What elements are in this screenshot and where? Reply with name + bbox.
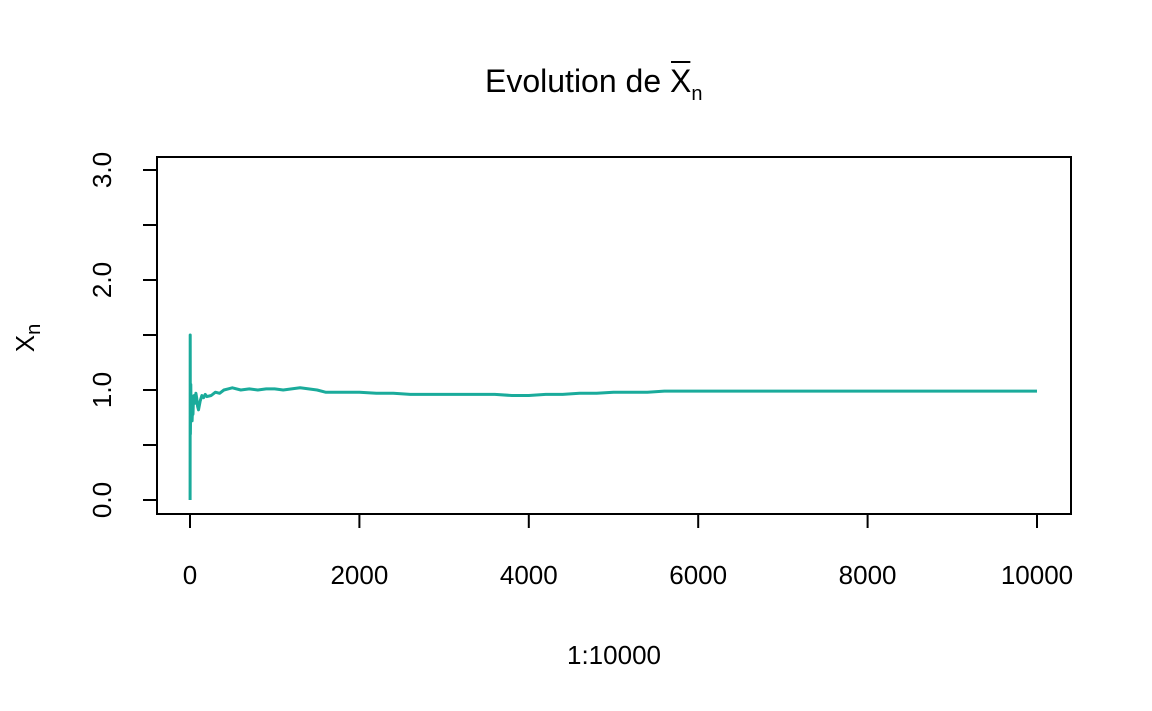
x-tick-label: 4000: [500, 560, 558, 590]
y-axis-label-sub: n: [23, 324, 45, 335]
x-tick-label: 0: [183, 560, 197, 590]
chart-title-var: X: [670, 63, 691, 99]
x-axis-label: 1:10000: [567, 640, 661, 670]
x-axis: 0 2000 4000 6000 8000 10000: [183, 513, 1073, 590]
chart-title: Evolution de Xn: [485, 63, 702, 105]
y-tick-label: 2.0: [87, 262, 117, 298]
plot-frame: [156, 156, 1072, 515]
x-tick-label: 2000: [330, 560, 388, 590]
series-layer: [188, 333, 1037, 501]
y-axis-label: Xn: [10, 324, 45, 352]
y-tick-label: 0.0: [87, 482, 117, 518]
chart-title-base: Evolution de: [485, 63, 670, 99]
y-axis: 0.0 1.0 2.0 3.0: [87, 152, 158, 518]
x-tick-label: 8000: [839, 560, 897, 590]
x-tick-label: 6000: [669, 560, 727, 590]
series-line: [188, 333, 1037, 501]
y-tick-label: 3.0: [87, 152, 117, 188]
chart-title-sub: n: [691, 83, 702, 105]
y-tick-label: 1.0: [87, 372, 117, 408]
y-axis-label-var: X: [10, 335, 40, 352]
x-tick-label: 10000: [1001, 560, 1073, 590]
